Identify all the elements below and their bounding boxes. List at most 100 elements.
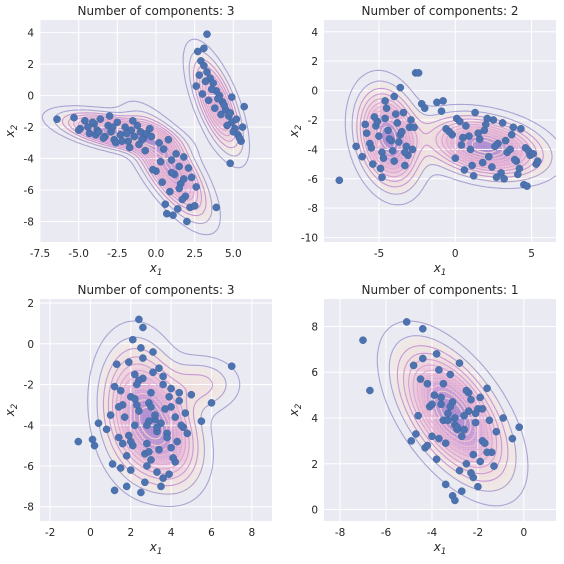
data-point	[462, 386, 471, 395]
data-point	[435, 366, 443, 374]
data-point	[133, 121, 142, 130]
data-point	[446, 370, 455, 379]
y-tick-label: 0	[311, 86, 318, 98]
data-point	[533, 157, 542, 165]
x-axis-label: x1	[149, 261, 163, 278]
data-point	[517, 125, 525, 133]
y-tick-label: -8	[24, 502, 34, 514]
data-point	[159, 474, 167, 483]
data-point	[164, 135, 173, 144]
data-point	[178, 195, 187, 204]
data-point	[455, 359, 464, 367]
data-point	[384, 126, 392, 135]
data-point	[451, 414, 459, 422]
data-point	[471, 418, 480, 427]
data-point	[190, 201, 199, 210]
data-point	[483, 384, 491, 393]
data-point	[514, 170, 522, 179]
data-point	[120, 413, 129, 421]
data-point	[409, 361, 418, 370]
data-point	[480, 439, 489, 448]
data-point	[217, 110, 225, 119]
data-point	[167, 168, 176, 177]
data-point	[96, 115, 105, 123]
data-point	[214, 94, 222, 103]
data-point	[173, 437, 181, 446]
data-point	[145, 124, 154, 133]
data-point	[457, 432, 466, 441]
data-point	[437, 393, 445, 402]
data-point	[437, 107, 446, 115]
data-point	[362, 129, 371, 137]
data-point	[467, 469, 475, 477]
contour-line	[388, 335, 517, 492]
data-point	[466, 145, 475, 154]
data-point	[370, 113, 379, 121]
data-point	[156, 157, 165, 166]
data-point	[499, 414, 508, 422]
data-point	[110, 486, 119, 495]
y-tick-label: 2	[27, 298, 34, 310]
data-point	[85, 129, 94, 138]
data-point	[358, 152, 367, 161]
data-point	[110, 382, 119, 391]
contour-line	[433, 390, 472, 437]
contour-line	[359, 93, 538, 182]
data-point	[137, 488, 145, 497]
data-point	[158, 178, 166, 186]
data-point	[147, 132, 156, 141]
y-tick-label: 8	[311, 321, 318, 333]
data-point	[128, 335, 137, 344]
x-tick-label: -4	[427, 527, 438, 539]
data-point	[381, 114, 389, 123]
y-tick-label: -4	[24, 420, 35, 432]
data-point	[391, 110, 400, 118]
data-point	[169, 454, 177, 462]
data-point	[375, 132, 383, 140]
data-point	[471, 108, 479, 117]
data-point	[481, 120, 490, 129]
data-point	[223, 121, 231, 130]
data-point	[192, 82, 200, 90]
data-point	[432, 350, 441, 358]
data-point	[408, 145, 417, 154]
subplot-title: Number of components: 1	[361, 283, 518, 297]
data-point	[70, 113, 78, 122]
data-point	[416, 375, 425, 383]
data-point	[523, 182, 531, 190]
data-point	[446, 402, 455, 411]
data-point	[149, 348, 157, 356]
data-point	[212, 203, 221, 212]
data-point	[167, 443, 175, 452]
data-point	[238, 123, 247, 131]
data-point	[407, 116, 415, 124]
y-tick-label: -8	[308, 203, 318, 215]
data-point	[207, 399, 216, 407]
data-point	[488, 163, 496, 171]
subplot-title: Number of components: 3	[77, 4, 234, 18]
data-point	[127, 437, 135, 446]
y-axis-label: x2	[287, 404, 304, 418]
y-tick-label: 2	[311, 459, 318, 471]
x-axis-label: x1	[433, 261, 447, 278]
data-point	[483, 448, 491, 457]
subplot-4: -8 -6 -4 -2 0 8 6 4 2 0 Number of components: 1 x1 x…	[287, 283, 556, 557]
data-point	[88, 118, 97, 127]
data-point	[149, 165, 157, 174]
data-point	[165, 470, 173, 479]
data-point	[366, 386, 374, 395]
data-point	[352, 142, 360, 151]
data-point	[201, 77, 210, 86]
data-point	[173, 205, 182, 213]
x-axis-label: x1	[149, 540, 163, 557]
data-point	[203, 30, 211, 39]
x-tick-label: -7.5	[30, 248, 51, 260]
data-point	[462, 122, 470, 130]
data-point	[166, 187, 174, 196]
data-point	[179, 175, 188, 183]
data-point	[155, 138, 163, 147]
data-point	[157, 482, 165, 491]
data-point	[232, 115, 241, 123]
data-point	[478, 405, 487, 413]
data-point	[81, 117, 89, 125]
